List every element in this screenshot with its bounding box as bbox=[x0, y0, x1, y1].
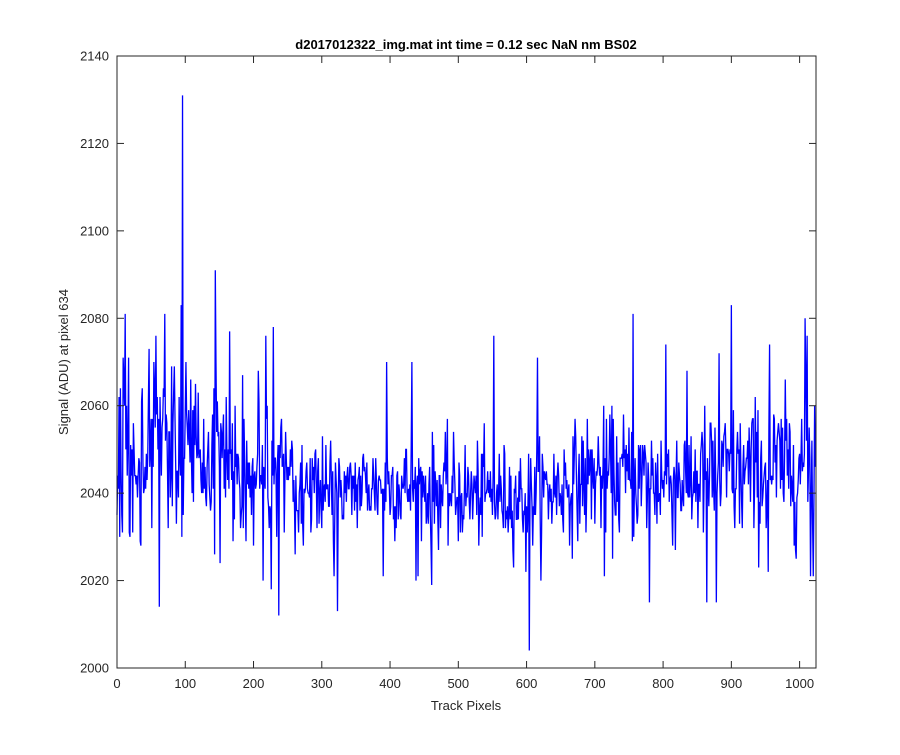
x-tick-label: 400 bbox=[379, 676, 401, 691]
x-tick-label: 200 bbox=[243, 676, 265, 691]
x-tick-label: 0 bbox=[113, 676, 120, 691]
x-tick-label: 700 bbox=[584, 676, 606, 691]
y-tick-label: 2140 bbox=[80, 49, 109, 64]
y-tick-label: 2020 bbox=[80, 573, 109, 588]
x-tick-label: 300 bbox=[311, 676, 333, 691]
y-tick-label: 2080 bbox=[80, 311, 109, 326]
y-tick-label: 2040 bbox=[80, 486, 109, 501]
y-tick-label: 2060 bbox=[80, 398, 109, 413]
tick-layer: 0 100 200 300 400 500 600 700 800 900 1000 2000 2020… bbox=[80, 49, 816, 691]
axes-box bbox=[116, 55, 817, 669]
x-tick-label: 800 bbox=[652, 676, 674, 691]
x-tick-label: 500 bbox=[447, 676, 469, 691]
series-layer bbox=[116, 95, 816, 651]
x-axis-label: Track Pixels bbox=[431, 698, 502, 713]
x-tick-label: 900 bbox=[721, 676, 743, 691]
x-tick-label: 100 bbox=[174, 676, 196, 691]
plot-area bbox=[117, 56, 816, 668]
y-tick-label: 2000 bbox=[80, 661, 109, 676]
chart-title: d2017012322_img.mat int time = 0.12 sec … bbox=[295, 37, 636, 52]
y-tick-label: 2100 bbox=[80, 223, 109, 238]
x-tick-label: 600 bbox=[516, 676, 538, 691]
y-tick-label: 2120 bbox=[80, 136, 109, 151]
y-axis-label: Signal (ADU) at pixel 634 bbox=[56, 289, 71, 435]
x-tick-label: 1000 bbox=[785, 676, 814, 691]
signal-series-line bbox=[116, 95, 816, 651]
